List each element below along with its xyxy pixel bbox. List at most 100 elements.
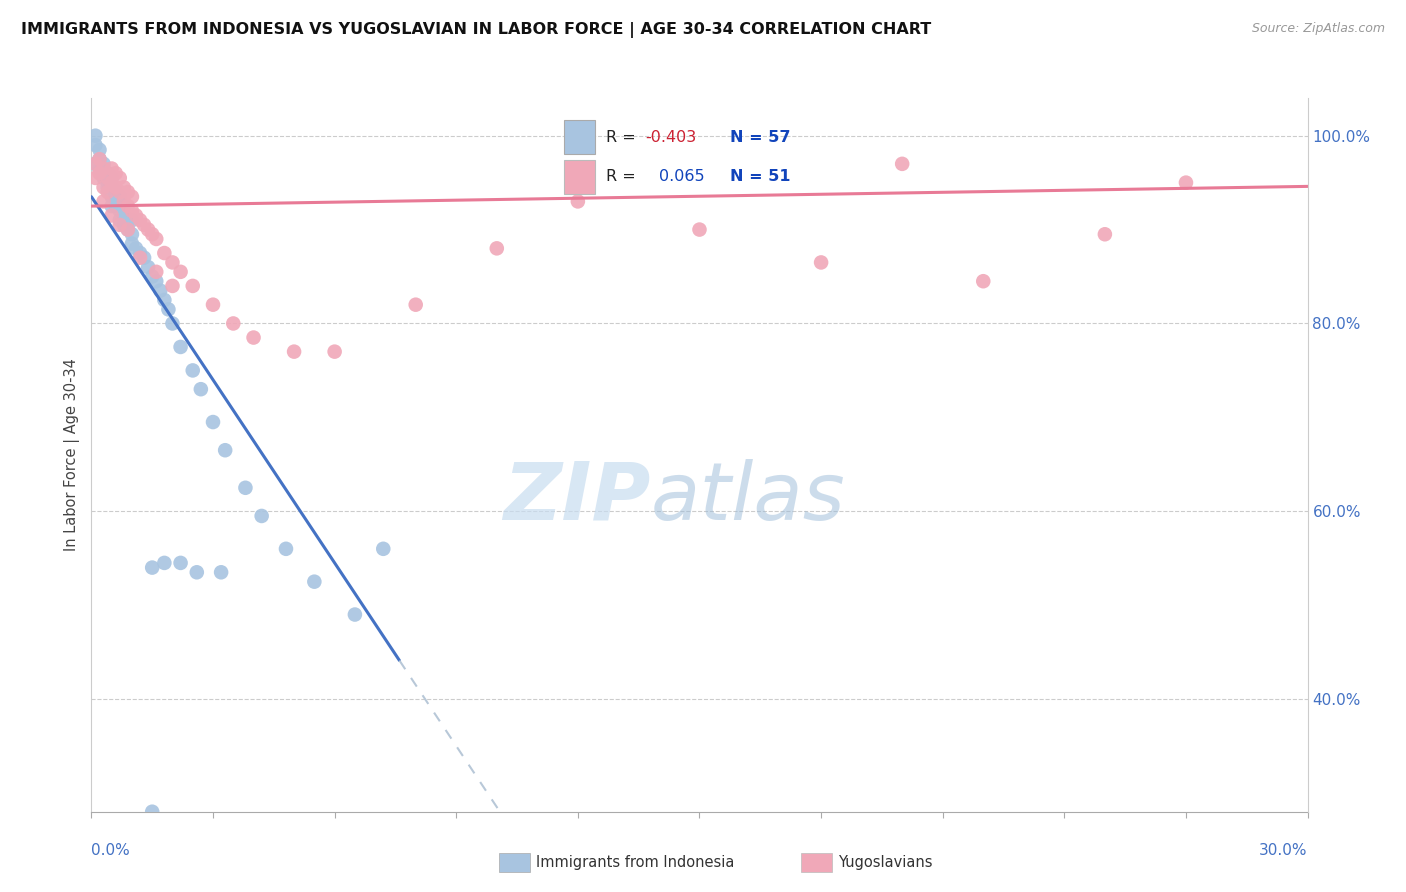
Point (89, 161, 111, 176)
Point (202, 298, 225, 312)
Point (84, 157, 107, 171)
Point (132, 251, 155, 265)
Point (104, 166, 127, 180)
Point (112, 194, 135, 209)
FancyBboxPatch shape (564, 120, 595, 154)
Point (121, 213, 143, 227)
Point (108, 213, 131, 227)
Point (89, 166, 111, 180)
Point (100, 170, 122, 185)
Point (153, 293, 176, 307)
Point (104, 180, 127, 194)
Point (108, 170, 131, 185)
Text: -0.403: -0.403 (645, 129, 696, 145)
Point (100, 176, 122, 190)
Text: 0.065: 0.065 (659, 169, 704, 185)
Point (97, 176, 120, 190)
Text: atlas: atlas (651, 458, 845, 537)
Text: 0.0%: 0.0% (91, 843, 131, 858)
Text: ZIP: ZIP (503, 458, 651, 537)
Point (972, 274, 994, 288)
Point (141, 560, 163, 574)
Point (100, 199, 122, 213)
Y-axis label: In Labor Force | Age 30-34: In Labor Force | Age 30-34 (65, 359, 80, 551)
Point (89, 152, 111, 166)
Point (89, 152, 111, 166)
Point (169, 265, 191, 279)
Text: IMMIGRANTS FROM INDONESIA VS YUGOSLAVIAN IN LABOR FORCE | AGE 30-34 CORRELATION : IMMIGRANTS FROM INDONESIA VS YUGOSLAVIAN… (21, 22, 931, 38)
Point (93, 180, 115, 194)
Point (84, 157, 107, 171)
Point (97, 185, 120, 199)
Point (112, 209, 135, 223)
Point (132, 218, 155, 232)
Point (145, 274, 167, 288)
Point (242, 330, 264, 344)
Text: Immigrants from Indonesia: Immigrants from Indonesia (536, 855, 734, 870)
Point (323, 344, 346, 359)
Point (100, 161, 122, 176)
Text: R =: R = (606, 129, 641, 145)
Point (117, 199, 139, 213)
Point (117, 185, 139, 199)
Point (891, 157, 914, 171)
Point (136, 260, 159, 274)
Point (129, 213, 152, 227)
Point (162, 255, 184, 269)
Text: Source: ZipAtlas.com: Source: ZipAtlas.com (1251, 22, 1385, 36)
Point (93, 161, 115, 176)
Point (121, 203, 143, 218)
Point (112, 218, 135, 232)
Point (157, 302, 180, 317)
Point (97, 180, 120, 194)
Point (117, 213, 139, 227)
FancyBboxPatch shape (564, 160, 595, 194)
Point (117, 222, 139, 236)
Point (93, 194, 115, 209)
Point (181, 279, 204, 293)
Point (343, 607, 366, 622)
Point (104, 199, 127, 213)
Text: N = 57: N = 57 (730, 129, 790, 145)
Point (125, 209, 148, 223)
Point (129, 251, 152, 265)
Point (89, 143, 111, 157)
Point (405, 298, 427, 312)
Point (100, 190, 122, 204)
Point (145, 232, 167, 246)
Point (125, 241, 148, 255)
Point (688, 222, 710, 236)
Point (108, 190, 131, 204)
Point (112, 180, 135, 194)
Point (84, 170, 107, 185)
Point (136, 222, 159, 236)
Point (108, 185, 131, 199)
Point (141, 805, 163, 819)
Point (84, 138, 107, 153)
Point (149, 284, 172, 298)
Point (250, 508, 273, 523)
Point (84, 128, 107, 143)
Point (169, 340, 191, 354)
Point (121, 236, 143, 251)
Text: Yugoslavians: Yugoslavians (838, 855, 932, 870)
Point (100, 180, 122, 194)
Point (190, 382, 212, 396)
Point (1094, 227, 1116, 242)
Point (222, 317, 245, 331)
Point (169, 556, 191, 570)
Point (104, 185, 127, 199)
Text: R =: R = (606, 169, 645, 185)
Point (97, 170, 120, 185)
Point (153, 556, 176, 570)
Point (97, 166, 120, 180)
Point (202, 415, 225, 429)
Point (93, 170, 115, 185)
Point (145, 265, 167, 279)
Point (121, 227, 143, 242)
Point (100, 209, 122, 223)
Point (104, 190, 127, 204)
Point (117, 222, 139, 236)
Point (141, 269, 163, 284)
Text: 30.0%: 30.0% (1260, 843, 1308, 858)
